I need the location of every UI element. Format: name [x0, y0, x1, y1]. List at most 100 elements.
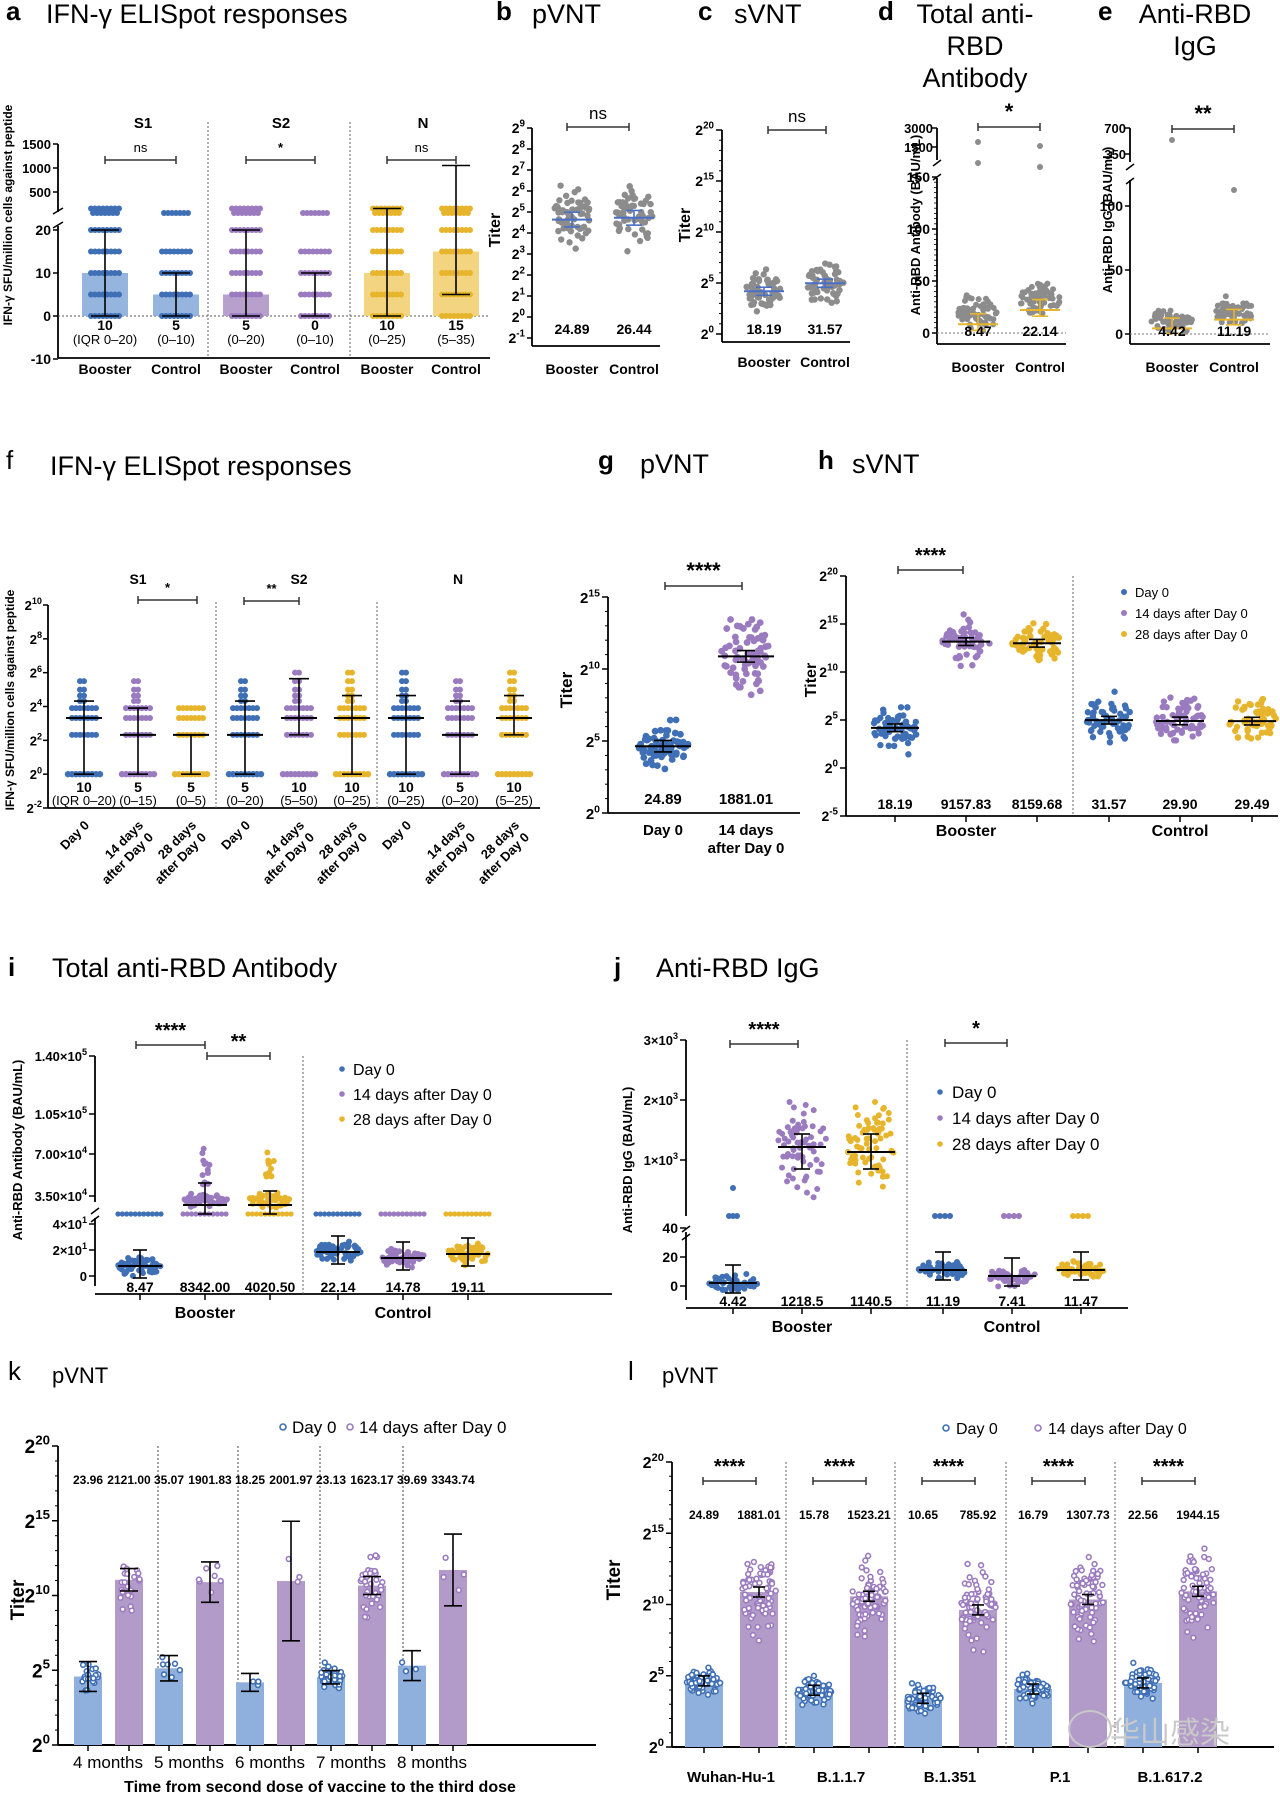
i-dot: [149, 1256, 156, 1263]
l-dot: [763, 1585, 770, 1592]
l-dot: [705, 1664, 712, 1671]
j-dot: [725, 1275, 732, 1282]
f-dot: [150, 770, 158, 778]
l-dot: [1090, 1638, 1098, 1645]
j-dot: [818, 1161, 825, 1168]
h-dot: [1193, 713, 1200, 720]
j-dot: [1088, 1271, 1095, 1278]
i-dot-top: [322, 1211, 328, 1217]
l-dot: [744, 1560, 751, 1568]
k-dot: [136, 1576, 143, 1583]
i-dot: [324, 1255, 331, 1262]
h-ytick-label: 2-5: [821, 807, 838, 824]
i-dot-top: [473, 1211, 479, 1217]
b-y-axis-label: Titer: [487, 213, 504, 247]
g-dot: [672, 716, 680, 724]
l-dot: [1180, 1576, 1187, 1584]
i-dot: [265, 1157, 272, 1164]
i-dot: [257, 1198, 264, 1205]
l-dot: [1014, 1681, 1021, 1688]
i-dot-top: [391, 1211, 397, 1217]
j-dot: [854, 1112, 861, 1119]
f-dot: [457, 678, 463, 685]
a-ytick-label: 1000: [22, 161, 51, 176]
g-dot: [726, 642, 733, 650]
f-median-label: 5: [241, 779, 249, 795]
h-dot: [1110, 704, 1117, 711]
h-dot: [1191, 695, 1198, 702]
j-axis-break: [681, 1233, 691, 1241]
e-axis-break: [1125, 177, 1135, 185]
g-dot: [754, 654, 761, 661]
a-ytick-label: 10: [35, 265, 51, 281]
k-legend-marker: [346, 1423, 354, 1431]
h-legend-label: 14 days after Day 0: [1135, 606, 1248, 621]
a-dot: [326, 248, 332, 255]
l-dot: [1092, 1600, 1099, 1607]
h-dot: [1178, 729, 1186, 736]
h-dot: [1184, 696, 1191, 704]
h-dot: [1234, 734, 1242, 741]
i-dot: [264, 1149, 271, 1156]
f-iqr-label: (0–20): [441, 793, 479, 808]
j-dot: [875, 1112, 882, 1119]
i-dot-top: [347, 1211, 353, 1217]
g-dot: [751, 626, 759, 633]
h-dot: [1027, 633, 1034, 640]
j-dot: [877, 1135, 884, 1142]
h-dot: [974, 652, 981, 659]
h-dot: [1185, 704, 1192, 712]
panel-letter-d: d: [878, 0, 894, 26]
j-dot: [863, 1117, 870, 1124]
h-dot: [904, 739, 912, 747]
panel-letter-f: f: [6, 445, 14, 475]
h-dot: [965, 624, 973, 631]
d-dot-outlier: [975, 139, 981, 145]
i-dot-top: [482, 1211, 488, 1217]
l-dot: [1180, 1584, 1188, 1592]
a-dot: [465, 210, 471, 216]
g-dot: [739, 677, 747, 685]
l-dot: [1194, 1616, 1201, 1623]
b-dot: [624, 248, 631, 255]
a-dot: [467, 313, 473, 319]
j-dot: [789, 1153, 796, 1160]
j-dot: [810, 1194, 817, 1201]
i-value-label: 22.14: [320, 1279, 355, 1295]
j-dot: [807, 1161, 814, 1168]
l-dot: [1088, 1609, 1096, 1616]
k-dot: [203, 1565, 210, 1572]
l-dot: [862, 1557, 869, 1564]
k-dot: [128, 1607, 136, 1614]
a-median-label: 5: [242, 317, 250, 333]
a-dot: [396, 210, 402, 216]
l-dot: [757, 1563, 764, 1571]
l-dot: [745, 1623, 752, 1630]
h-dot: [1106, 739, 1114, 746]
l-dot: [716, 1679, 724, 1687]
h-dot: [891, 735, 899, 742]
h-dot: [951, 632, 958, 639]
i-legend-label: 28 days after Day 0: [353, 1112, 492, 1129]
l-dot: [983, 1598, 990, 1605]
k-x-axis-label: Time from second dose of vaccine to the …: [124, 1779, 516, 1796]
i-dot: [196, 1193, 203, 1200]
g-dot: [751, 669, 759, 677]
j-dot: [816, 1168, 823, 1175]
f-ytick-label: 24: [30, 698, 43, 715]
b-dot: [622, 200, 629, 207]
h-dot: [885, 742, 892, 750]
j-dot: [854, 1136, 861, 1143]
h-group-label: Control: [1152, 823, 1209, 840]
j-dot: [781, 1135, 788, 1142]
a-group-label: S2: [272, 115, 290, 132]
j-dot-top: [1001, 1213, 1007, 1219]
l-value-label: 785.92: [960, 1508, 997, 1522]
k-dot: [249, 1678, 257, 1685]
l-dot: [1073, 1582, 1081, 1589]
l-dot: [762, 1610, 769, 1617]
h-dot: [1253, 722, 1260, 730]
i-dot: [338, 1245, 345, 1252]
l-dot: [749, 1611, 757, 1619]
l-significance-label: ****: [1153, 1456, 1184, 1478]
